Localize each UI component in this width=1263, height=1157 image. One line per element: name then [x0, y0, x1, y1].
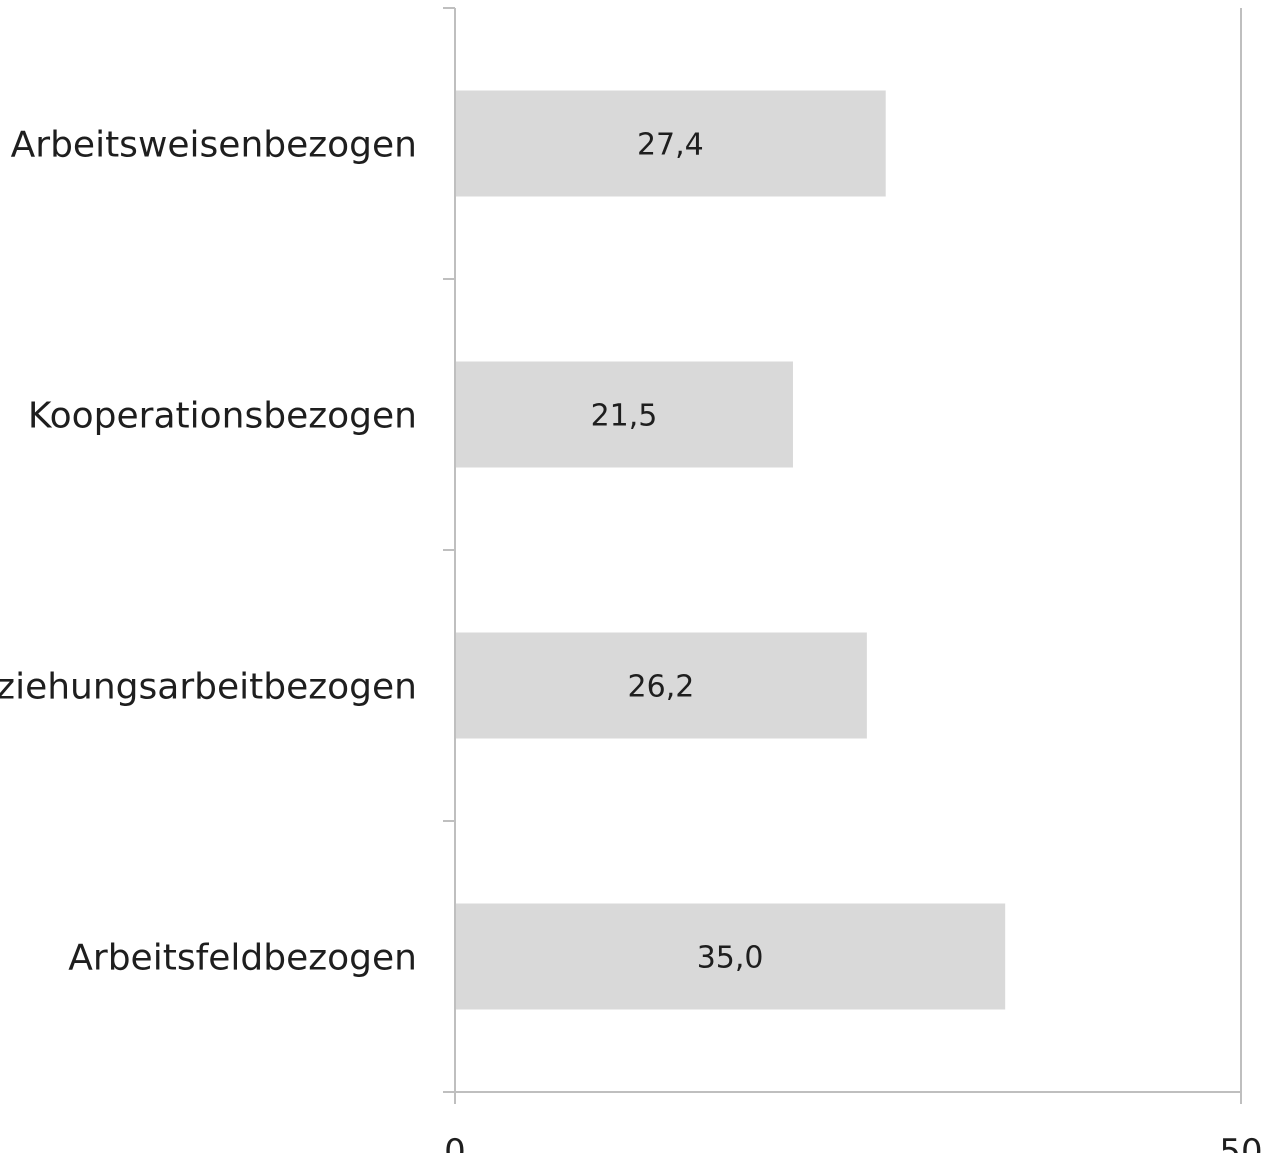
chart-bars — [456, 90, 1006, 1010]
bar-value-label: 26,2 — [628, 670, 695, 705]
category-label: Arbeitsfeldbezogen — [68, 938, 417, 979]
bar — [456, 903, 1006, 1010]
category-label: Kooperationsbezogen — [28, 396, 417, 437]
bar — [456, 90, 886, 197]
bar — [456, 361, 793, 468]
bar-value-label: 21,5 — [591, 399, 658, 434]
bar-value-label: 35,0 — [697, 941, 764, 976]
chart-axes — [443, 7, 1242, 1104]
bar-value-label: 27,4 — [637, 128, 704, 163]
category-label: Arbeitsweisenbezogen — [11, 125, 417, 166]
bar — [456, 632, 867, 739]
x-tick-label: 0 — [444, 1132, 466, 1153]
x-tick-label: 50 — [1219, 1132, 1262, 1153]
category-label: Beziehungsarbeitbezogen — [0, 667, 417, 708]
chart-labels: 27,4 Arbeitsweisenbezogen 21,5 Kooperations… — [0, 125, 1263, 1157]
